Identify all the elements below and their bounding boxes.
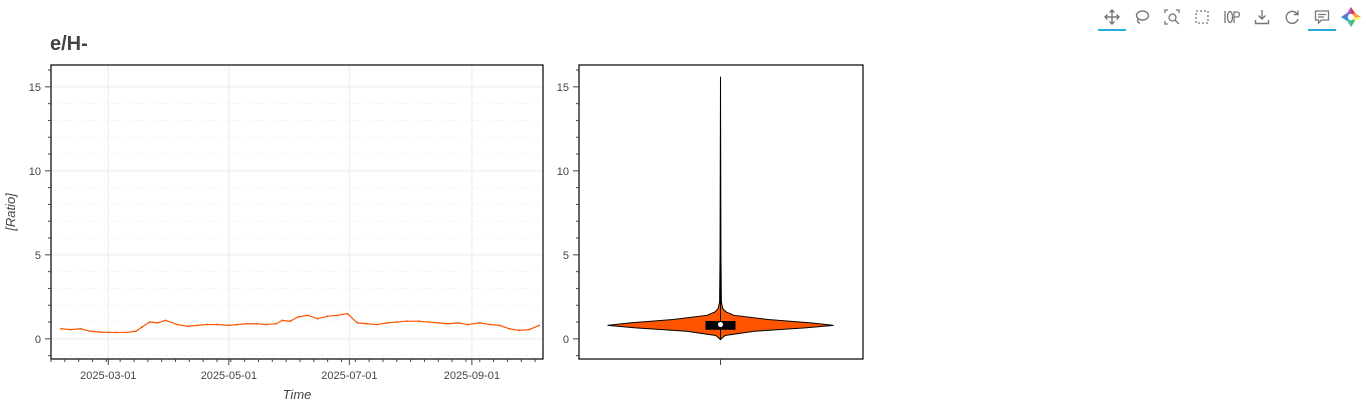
data-point (457, 321, 459, 324)
page-title: e/H- (50, 33, 88, 55)
lasso-icon (1135, 10, 1150, 24)
y-axis-label: [Ratio] (3, 193, 18, 232)
data-point (227, 324, 230, 327)
violin-svg: 0 5 10 15 (557, 64, 864, 365)
data-point (326, 315, 329, 318)
violin-median-point (718, 322, 723, 328)
data-point (140, 326, 143, 328)
pan-tool[interactable] (1097, 4, 1127, 31)
data-point (281, 319, 284, 322)
box-select-icon (1195, 10, 1209, 24)
data-point (498, 324, 501, 327)
box-select-tool[interactable] (1187, 4, 1217, 30)
data-point (467, 323, 469, 326)
data-point (316, 317, 319, 320)
y-tick-label: 0 (35, 334, 41, 346)
data-point (99, 331, 102, 334)
timeseries-plot[interactable]: 0 5 10 15 2025-03-01 2025-05-01 2025-07-01 2025… (0, 55, 560, 405)
reset-tool[interactable] (1277, 4, 1307, 30)
plot-frame (50, 64, 544, 360)
data-point (297, 316, 299, 318)
x-tick-label: 2025-05-01 (201, 370, 257, 382)
data-point (386, 321, 388, 324)
timeseries-svg: 0 5 10 15 2025-03-01 2025-05-01 2025-07-01 2025… (3, 64, 544, 402)
data-point (478, 321, 481, 324)
data-point (79, 327, 82, 330)
data-point (235, 323, 238, 326)
data-point (538, 324, 540, 327)
data-point (405, 320, 408, 323)
data-point (125, 331, 127, 334)
data-point (164, 319, 167, 322)
data-point (289, 320, 291, 323)
zoom-tool[interactable] (1157, 4, 1187, 30)
data-point (366, 322, 369, 325)
y-tick-label: 0 (563, 334, 569, 346)
x-axis-label: Time (283, 387, 312, 402)
lasso-select-tool[interactable] (1127, 4, 1157, 30)
data-point (255, 322, 258, 325)
x-tick-label: 2025-07-01 (321, 370, 377, 382)
x-tick-label: 2025-09-01 (444, 370, 500, 382)
toolbar (1097, 4, 1363, 31)
y-tick-label: 5 (35, 250, 41, 262)
data-point (437, 321, 440, 324)
data-point (356, 321, 359, 324)
y-tick-label: 10 (557, 166, 569, 178)
data-point (206, 323, 208, 326)
hover-tool[interactable] (1307, 4, 1337, 31)
data-point (59, 327, 62, 330)
data-point (427, 321, 430, 323)
data-point (336, 314, 339, 317)
data-point (528, 328, 531, 331)
bokeh-logo-icon (1341, 7, 1361, 27)
wheel-zoom-tool[interactable] (1217, 4, 1247, 30)
zoom-box-icon (1164, 9, 1180, 25)
data-point (376, 323, 378, 326)
y-tick-label: 15 (29, 82, 41, 94)
data-point (135, 330, 137, 333)
download-icon (1254, 10, 1270, 25)
hover-icon (1314, 10, 1330, 25)
data-point (69, 328, 72, 331)
data-point (196, 324, 199, 327)
data-point (107, 331, 110, 334)
data-point (508, 327, 511, 330)
y-tick-label: 15 (557, 82, 569, 94)
data-point (186, 325, 189, 328)
reset-icon (1285, 10, 1299, 25)
data-point (115, 331, 118, 334)
bokeh-logo[interactable] (1339, 5, 1363, 29)
x-tick-label: 2025-03-01 (80, 370, 136, 382)
data-point (89, 330, 92, 333)
move-icon (1104, 9, 1120, 25)
data-point (518, 329, 521, 332)
violin-plot[interactable]: 0 5 10 15 (548, 55, 878, 405)
data-point (346, 312, 349, 315)
data-point (447, 322, 450, 325)
data-point (148, 321, 151, 323)
data-point (417, 320, 420, 323)
data-point (156, 321, 159, 324)
data-point (488, 323, 491, 326)
data-point (275, 322, 278, 325)
data-point (176, 323, 179, 326)
data-point (265, 323, 268, 326)
y-tick-label: 5 (563, 250, 569, 262)
series-line (60, 312, 540, 334)
y-tick-label: 10 (29, 166, 41, 178)
data-point (395, 321, 398, 323)
data-point (216, 323, 218, 326)
data-point (306, 314, 309, 317)
data-point (245, 322, 248, 325)
wheel-zoom-icon (1224, 10, 1240, 24)
save-tool[interactable] (1247, 4, 1277, 30)
